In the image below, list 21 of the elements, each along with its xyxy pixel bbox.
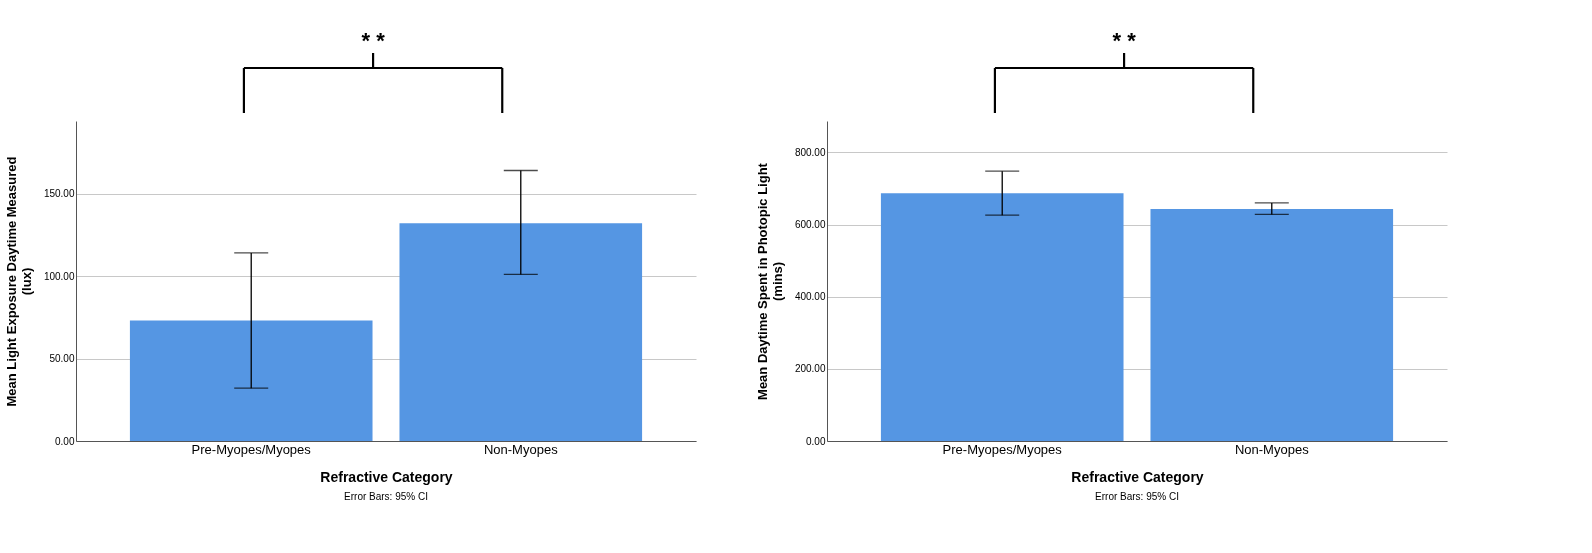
text: * * bbox=[361, 28, 386, 53]
text: * * bbox=[1112, 28, 1137, 53]
x-tick-label: Pre-Myopes/Myopes bbox=[942, 441, 1063, 457]
y-tick-label: 800.00 bbox=[794, 146, 826, 158]
y-tick-label: 100.00 bbox=[43, 270, 75, 282]
x-axis-title: Refractive Category bbox=[1071, 468, 1204, 485]
y-axis-title: Mean Light Exposure Daytime Measured (lux) bbox=[3, 156, 34, 407]
x-tick-label: Pre-Myopes/Myopes bbox=[191, 441, 312, 457]
y-tick-label: 50.00 bbox=[49, 353, 75, 365]
y-tick-label: 400.00 bbox=[794, 291, 826, 303]
text: Error Bars: 95% CI bbox=[344, 491, 428, 502]
x-axis-title: Refractive Category bbox=[320, 468, 453, 485]
y-tick-label: 150.00 bbox=[43, 188, 75, 200]
x-tick-label: Non-Myopes bbox=[483, 441, 559, 457]
x-tick-label: Non-Myopes bbox=[1234, 441, 1310, 457]
y-axis-title: Mean Daytime Spent in Photopic Light (mins) bbox=[754, 162, 785, 400]
y-tick-label: 200.00 bbox=[794, 363, 826, 375]
y-tick-label: 600.00 bbox=[794, 219, 826, 231]
y-tick-label: 0.00 bbox=[806, 435, 826, 447]
text: Error Bars: 95% CI bbox=[1095, 491, 1179, 502]
y-tick-label: 0.00 bbox=[55, 435, 75, 447]
